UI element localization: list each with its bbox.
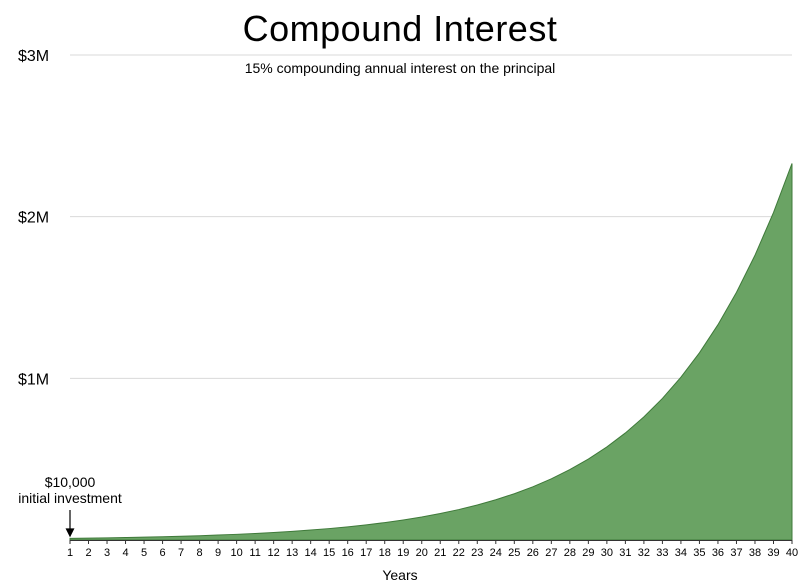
svg-text:20: 20 — [416, 547, 428, 559]
svg-text:29: 29 — [582, 547, 594, 559]
svg-text:13: 13 — [286, 547, 298, 559]
svg-text:11: 11 — [249, 547, 260, 559]
annotation-arrow — [67, 510, 74, 536]
svg-text:4: 4 — [122, 547, 128, 559]
svg-text:1: 1 — [67, 547, 73, 559]
svg-text:3: 3 — [104, 547, 110, 559]
initial-investment-annotation: $10,000 initial investment — [0, 474, 140, 506]
svg-text:31: 31 — [619, 547, 631, 559]
compound-interest-chart: Compound Interest 15% compounding annual… — [0, 0, 800, 587]
svg-text:14: 14 — [305, 547, 317, 559]
svg-text:6: 6 — [160, 547, 166, 559]
svg-text:9: 9 — [215, 547, 221, 559]
svg-text:32: 32 — [638, 547, 650, 559]
svg-text:16: 16 — [342, 547, 354, 559]
svg-text:$1M: $1M — [18, 371, 49, 388]
svg-text:2: 2 — [85, 547, 91, 559]
svg-text:38: 38 — [749, 547, 761, 559]
svg-text:15: 15 — [323, 547, 335, 559]
svg-text:12: 12 — [268, 547, 280, 559]
area-series — [70, 163, 792, 540]
svg-text:40: 40 — [786, 547, 798, 559]
svg-text:17: 17 — [360, 547, 372, 559]
x-tick-labels: 1234567891011121314151617181920212223242… — [67, 540, 798, 559]
svg-text:34: 34 — [675, 547, 687, 559]
svg-text:$2M: $2M — [18, 210, 49, 227]
svg-text:28: 28 — [564, 547, 576, 559]
gridlines — [70, 55, 792, 378]
svg-text:24: 24 — [490, 547, 502, 559]
svg-text:19: 19 — [397, 547, 409, 559]
annotation-line-2: initial investment — [0, 490, 140, 506]
y-tick-labels: $1M $2M $3M — [18, 48, 49, 388]
svg-text:35: 35 — [693, 547, 705, 559]
svg-text:25: 25 — [508, 547, 520, 559]
svg-text:37: 37 — [730, 547, 742, 559]
svg-text:7: 7 — [178, 547, 184, 559]
svg-text:22: 22 — [453, 547, 465, 559]
svg-text:5: 5 — [141, 547, 147, 559]
svg-text:33: 33 — [656, 547, 668, 559]
svg-text:30: 30 — [601, 547, 613, 559]
svg-text:21: 21 — [434, 547, 446, 559]
svg-text:36: 36 — [712, 547, 724, 559]
svg-text:39: 39 — [767, 547, 779, 559]
svg-text:18: 18 — [379, 547, 391, 559]
svg-text:10: 10 — [230, 547, 242, 559]
svg-text:23: 23 — [471, 547, 483, 559]
svg-text:8: 8 — [197, 547, 203, 559]
x-axis-label: Years — [0, 567, 800, 583]
svg-text:$3M: $3M — [18, 48, 49, 65]
annotation-line-1: $10,000 — [0, 474, 140, 490]
svg-text:26: 26 — [527, 547, 539, 559]
svg-text:27: 27 — [545, 547, 557, 559]
